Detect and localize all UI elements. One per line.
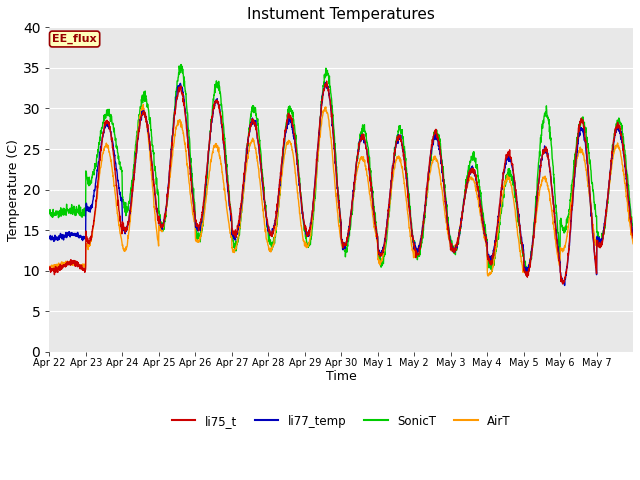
Line: SonicT: SonicT	[49, 64, 633, 276]
li77_temp	[377, 251, 385, 256]
AirT	[140, 102, 147, 108]
li75_t	[559, 281, 566, 287]
Legend: li75_t, li77_temp, SonicT, AirT: li75_t, li77_temp, SonicT, AirT	[167, 410, 515, 432]
SonicT	[629, 224, 637, 230]
li75_t	[518, 239, 525, 244]
SonicT	[550, 183, 558, 189]
Y-axis label: Temperature (C): Temperature (C)	[7, 139, 20, 240]
AirT	[484, 273, 492, 279]
li75_t	[45, 264, 53, 270]
AirT	[550, 230, 558, 236]
li77_temp	[45, 234, 53, 240]
SonicT	[621, 155, 629, 161]
li77_temp	[104, 123, 111, 129]
AirT	[518, 258, 525, 264]
AirT	[621, 180, 629, 186]
SonicT	[230, 244, 237, 250]
li75_t	[377, 252, 385, 258]
Text: EE_flux: EE_flux	[52, 34, 97, 44]
li77_temp	[322, 80, 330, 85]
SonicT	[377, 258, 385, 264]
SonicT	[523, 273, 531, 278]
Line: li77_temp: li77_temp	[49, 83, 633, 286]
li75_t	[323, 78, 330, 84]
SonicT	[518, 239, 525, 244]
li75_t	[621, 162, 629, 168]
AirT	[629, 241, 637, 247]
SonicT	[45, 207, 53, 213]
li75_t	[104, 120, 111, 126]
li77_temp	[561, 283, 568, 288]
AirT	[377, 259, 385, 265]
AirT	[45, 264, 53, 270]
li77_temp	[230, 234, 237, 240]
Line: li75_t: li75_t	[49, 81, 633, 284]
li75_t	[629, 235, 637, 240]
X-axis label: Time: Time	[326, 370, 356, 384]
li77_temp	[518, 234, 525, 240]
SonicT	[177, 61, 185, 67]
AirT	[104, 144, 111, 149]
li75_t	[550, 208, 558, 214]
li77_temp	[550, 207, 558, 213]
AirT	[230, 248, 237, 254]
SonicT	[104, 107, 111, 112]
li77_temp	[629, 229, 637, 235]
li75_t	[230, 228, 237, 234]
Line: AirT: AirT	[49, 105, 633, 276]
li77_temp	[621, 163, 629, 168]
Title: Instument Temperatures: Instument Temperatures	[247, 7, 435, 22]
